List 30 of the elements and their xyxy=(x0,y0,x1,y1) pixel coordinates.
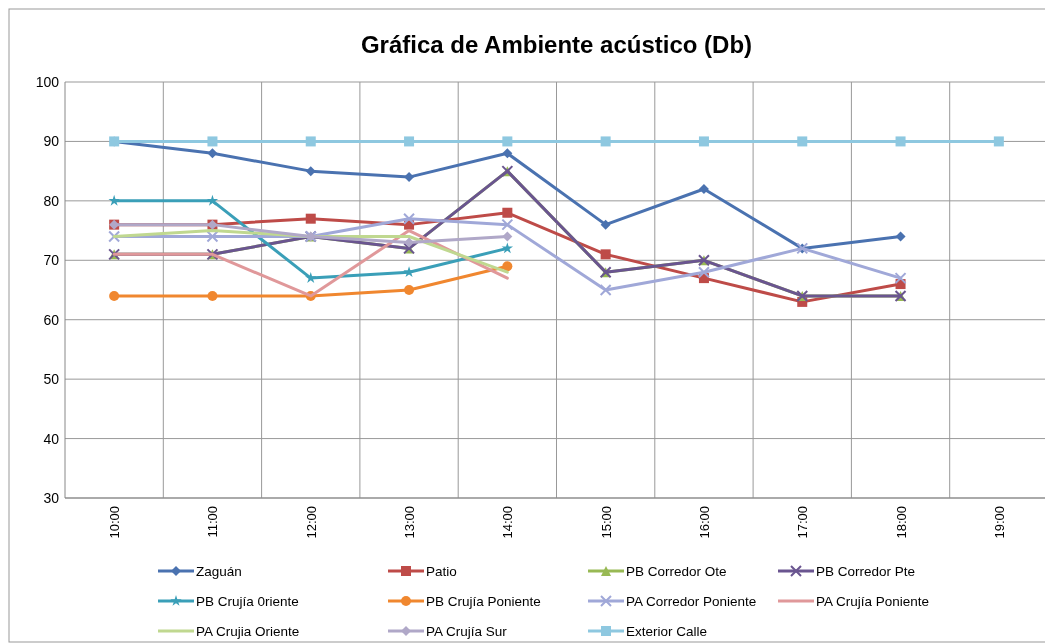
chart-title: Gráfica de Ambiente acústico (Db) xyxy=(360,31,753,58)
y-tick-label: 40 xyxy=(43,430,60,447)
legend-label: PB Corredor Ote xyxy=(626,564,727,579)
y-tick-label: 90 xyxy=(43,133,60,150)
y-tick-label: 50 xyxy=(43,371,60,388)
x-tick-label: 10:00 xyxy=(107,506,123,539)
x-tick-label: 11:00 xyxy=(205,506,221,538)
legend-label: PA Corredor Poniente xyxy=(626,594,757,609)
legend-label: PB Crujía 0riente xyxy=(196,594,299,609)
y-tick-label: 30 xyxy=(43,490,60,506)
x-tick-label: 12:00 xyxy=(303,506,319,539)
x-tick-label: 19:00 xyxy=(991,506,1007,539)
legend-label: PA Crujia Oriente xyxy=(196,624,300,639)
y-tick-label: 100 xyxy=(35,74,60,90)
x-tick-label: 16:00 xyxy=(696,506,712,539)
legend-label: PB Crujía Poniente xyxy=(426,594,541,609)
legend-label: Patio xyxy=(426,564,457,579)
y-tick-label: 70 xyxy=(43,252,60,269)
y-tick-label: 60 xyxy=(43,311,60,328)
x-tick-label: 18:00 xyxy=(893,506,909,539)
legend-label: Zaguán xyxy=(196,564,242,579)
x-tick-label: 14:00 xyxy=(500,506,516,539)
x-tick-label: 13:00 xyxy=(402,506,418,539)
legend-label: PB Corredor Pte xyxy=(816,564,916,579)
legend-label: PA Crujía Sur xyxy=(426,624,508,639)
y-tick-label: 80 xyxy=(43,192,60,209)
x-tick-label: 17:00 xyxy=(795,506,811,539)
x-tick-label: 15:00 xyxy=(598,506,614,539)
legend-label: Exterior Calle xyxy=(626,624,708,639)
legend-label: PA Crujía Poniente xyxy=(816,594,930,609)
